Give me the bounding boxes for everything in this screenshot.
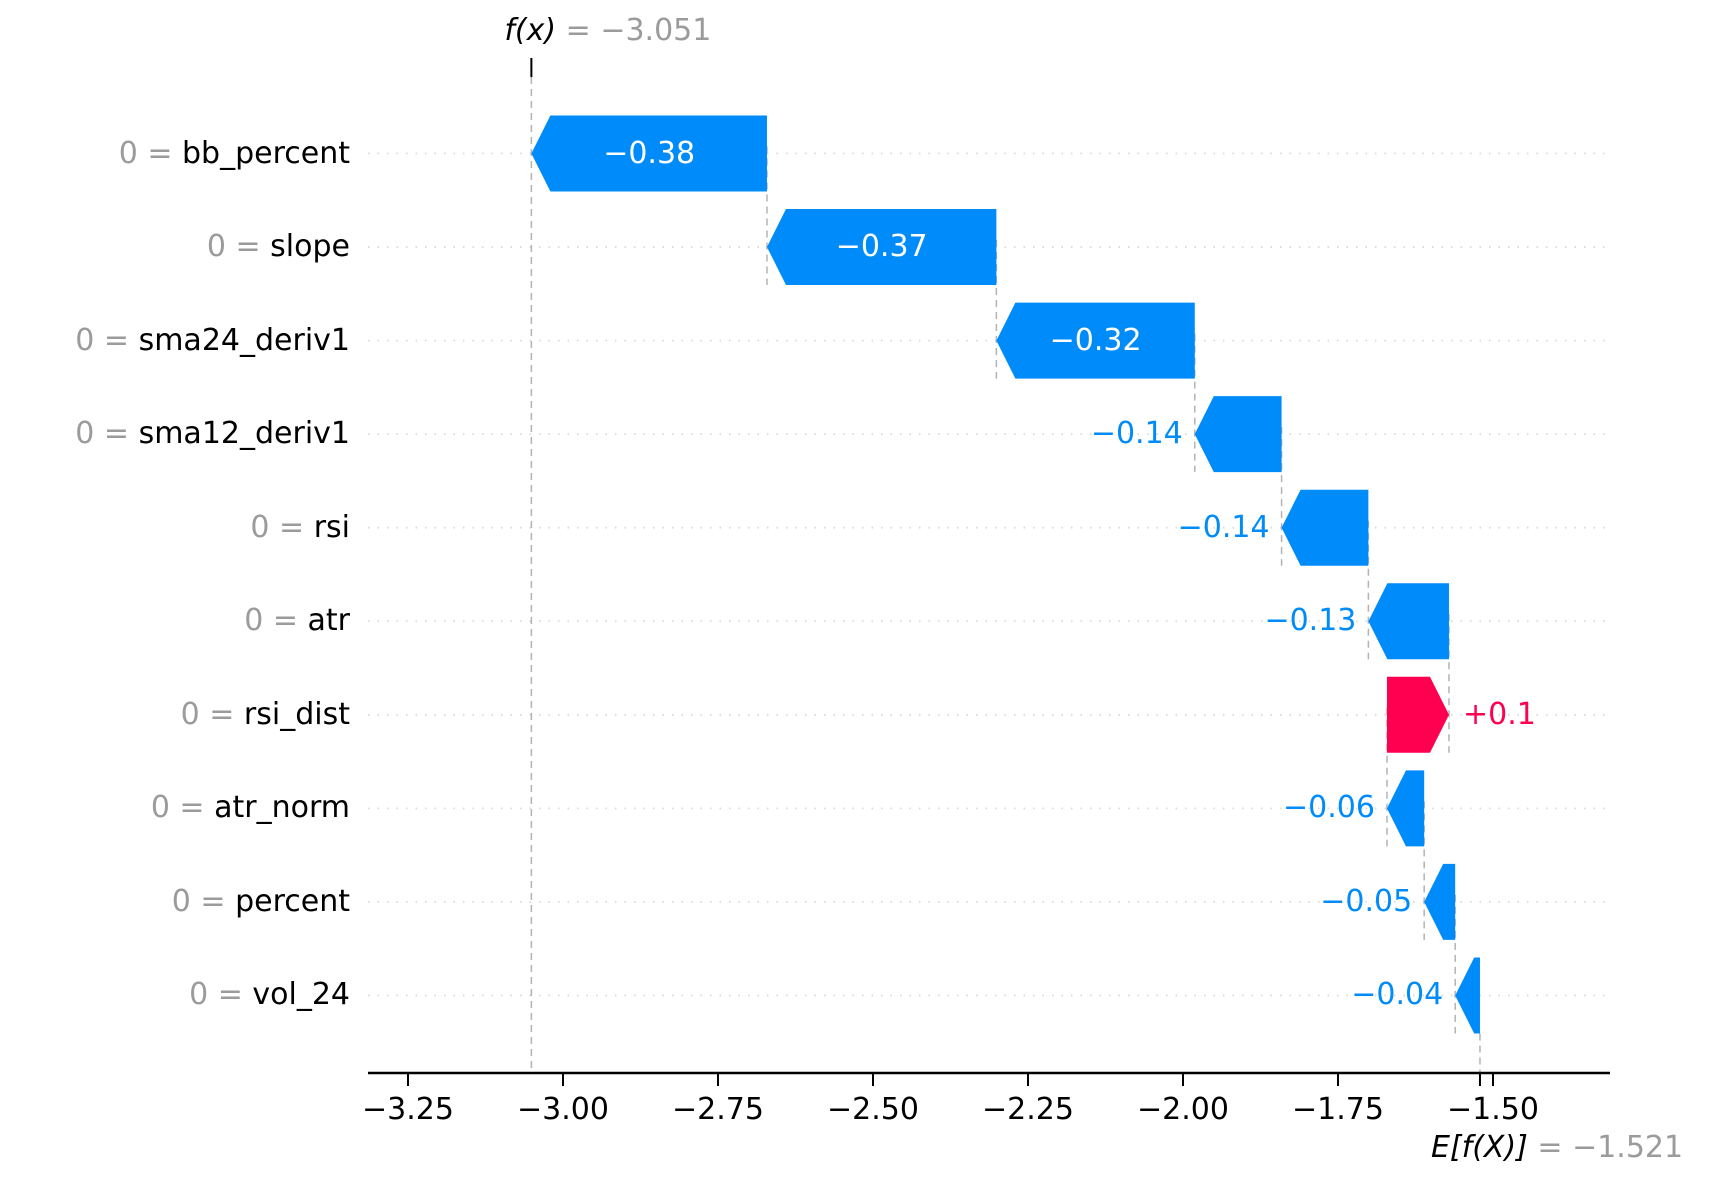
expected-value-text: = −1.521 [1527,1130,1684,1165]
feature-name: vol_24 [252,977,350,1013]
feature-label-rsi_dist: 0 = rsi_dist [0,696,350,734]
feature-value-prefix: 0 = [171,883,236,919]
feature-label-sma12_deriv1: 0 = sma12_deriv1 [0,415,350,453]
feature-name: sma12_deriv1 [138,416,350,452]
feature-value-prefix: 0 = [75,416,139,452]
contribution-label-bb_percent: −0.38 [603,135,696,171]
feature-label-bb_percent: 0 = bb_percent [0,135,350,173]
feature-label-atr_norm: 0 = atr_norm [0,789,350,827]
feature-value-prefix: 0 = [244,603,308,639]
contribution-label-atr_norm: −0.06 [1283,790,1375,826]
expected-value-annotation: E[f(X)] = −1.521 [1431,1129,1683,1167]
bar-rsi [1281,489,1369,566]
contribution-label-slope: −0.37 [835,229,928,265]
contribution-label-atr: −0.13 [1264,603,1357,639]
bar-sma24_deriv1 [996,302,1195,379]
fx-value-text: = −3.051 [556,13,712,48]
contribution-label-rsi: −0.14 [1177,509,1270,545]
feature-label-percent: 0 = percent [0,883,350,921]
feature-value-prefix: 0 = [75,322,139,358]
bar-rsi_dist [1386,676,1449,753]
bar-atr [1368,583,1449,660]
feature-name: bb_percent [182,135,350,171]
feature-value-prefix: 0 = [250,509,314,545]
bar-sma12_deriv1 [1194,396,1282,473]
feature-name: sma24_deriv1 [138,322,350,358]
x-tick-label: −1.50 [1447,1092,1539,1127]
expected-value-symbol: E[f(X)] [1430,1130,1528,1165]
x-tick-label: −2.25 [982,1092,1074,1127]
feature-label-atr: 0 = atr [0,602,350,640]
feature-value-prefix: 0 = [189,977,253,1013]
contribution-label-sma12_deriv1: −0.14 [1090,416,1183,452]
bar-bb_percent [531,115,767,192]
bar-atr_norm [1386,770,1425,847]
x-tick-label: −1.75 [1292,1092,1384,1127]
x-tick-label: −3.00 [517,1092,609,1127]
contribution-label-vol_24: −0.04 [1351,977,1444,1013]
fx-annotation: f(x) = −3.051 [504,12,711,50]
feature-label-slope: 0 = slope [0,228,350,266]
feature-value-prefix: 0 = [150,790,215,826]
feature-label-sma24_deriv1: 0 = sma24_deriv1 [0,322,350,360]
x-tick-label: −3.25 [362,1092,454,1127]
feature-value-prefix: 0 = [180,696,244,732]
feature-name: rsi_dist [243,696,350,732]
x-tick-label: −2.00 [1137,1092,1229,1127]
bar-percent [1424,863,1456,940]
feature-name: atr [307,603,350,639]
contribution-label-sma24_deriv1: −0.32 [1049,322,1142,358]
contribution-label-rsi_dist: +0.1 [1462,696,1536,732]
feature-label-rsi: 0 = rsi [0,509,350,547]
fx-symbol: f(x) [504,13,557,48]
bar-slope [766,209,997,286]
bar-vol_24 [1455,957,1480,1034]
feature-label-vol_24: 0 = vol_24 [0,976,350,1014]
x-tick-label: −2.75 [672,1092,764,1127]
feature-name: slope [270,229,350,265]
feature-name: percent [235,883,350,919]
contribution-label-percent: −0.05 [1320,883,1413,919]
feature-name: atr_norm [214,790,350,826]
x-tick-label: −2.50 [827,1092,919,1127]
feature-value-prefix: 0 = [118,135,182,171]
feature-value-prefix: 0 = [206,229,271,265]
feature-name: rsi [313,509,350,545]
